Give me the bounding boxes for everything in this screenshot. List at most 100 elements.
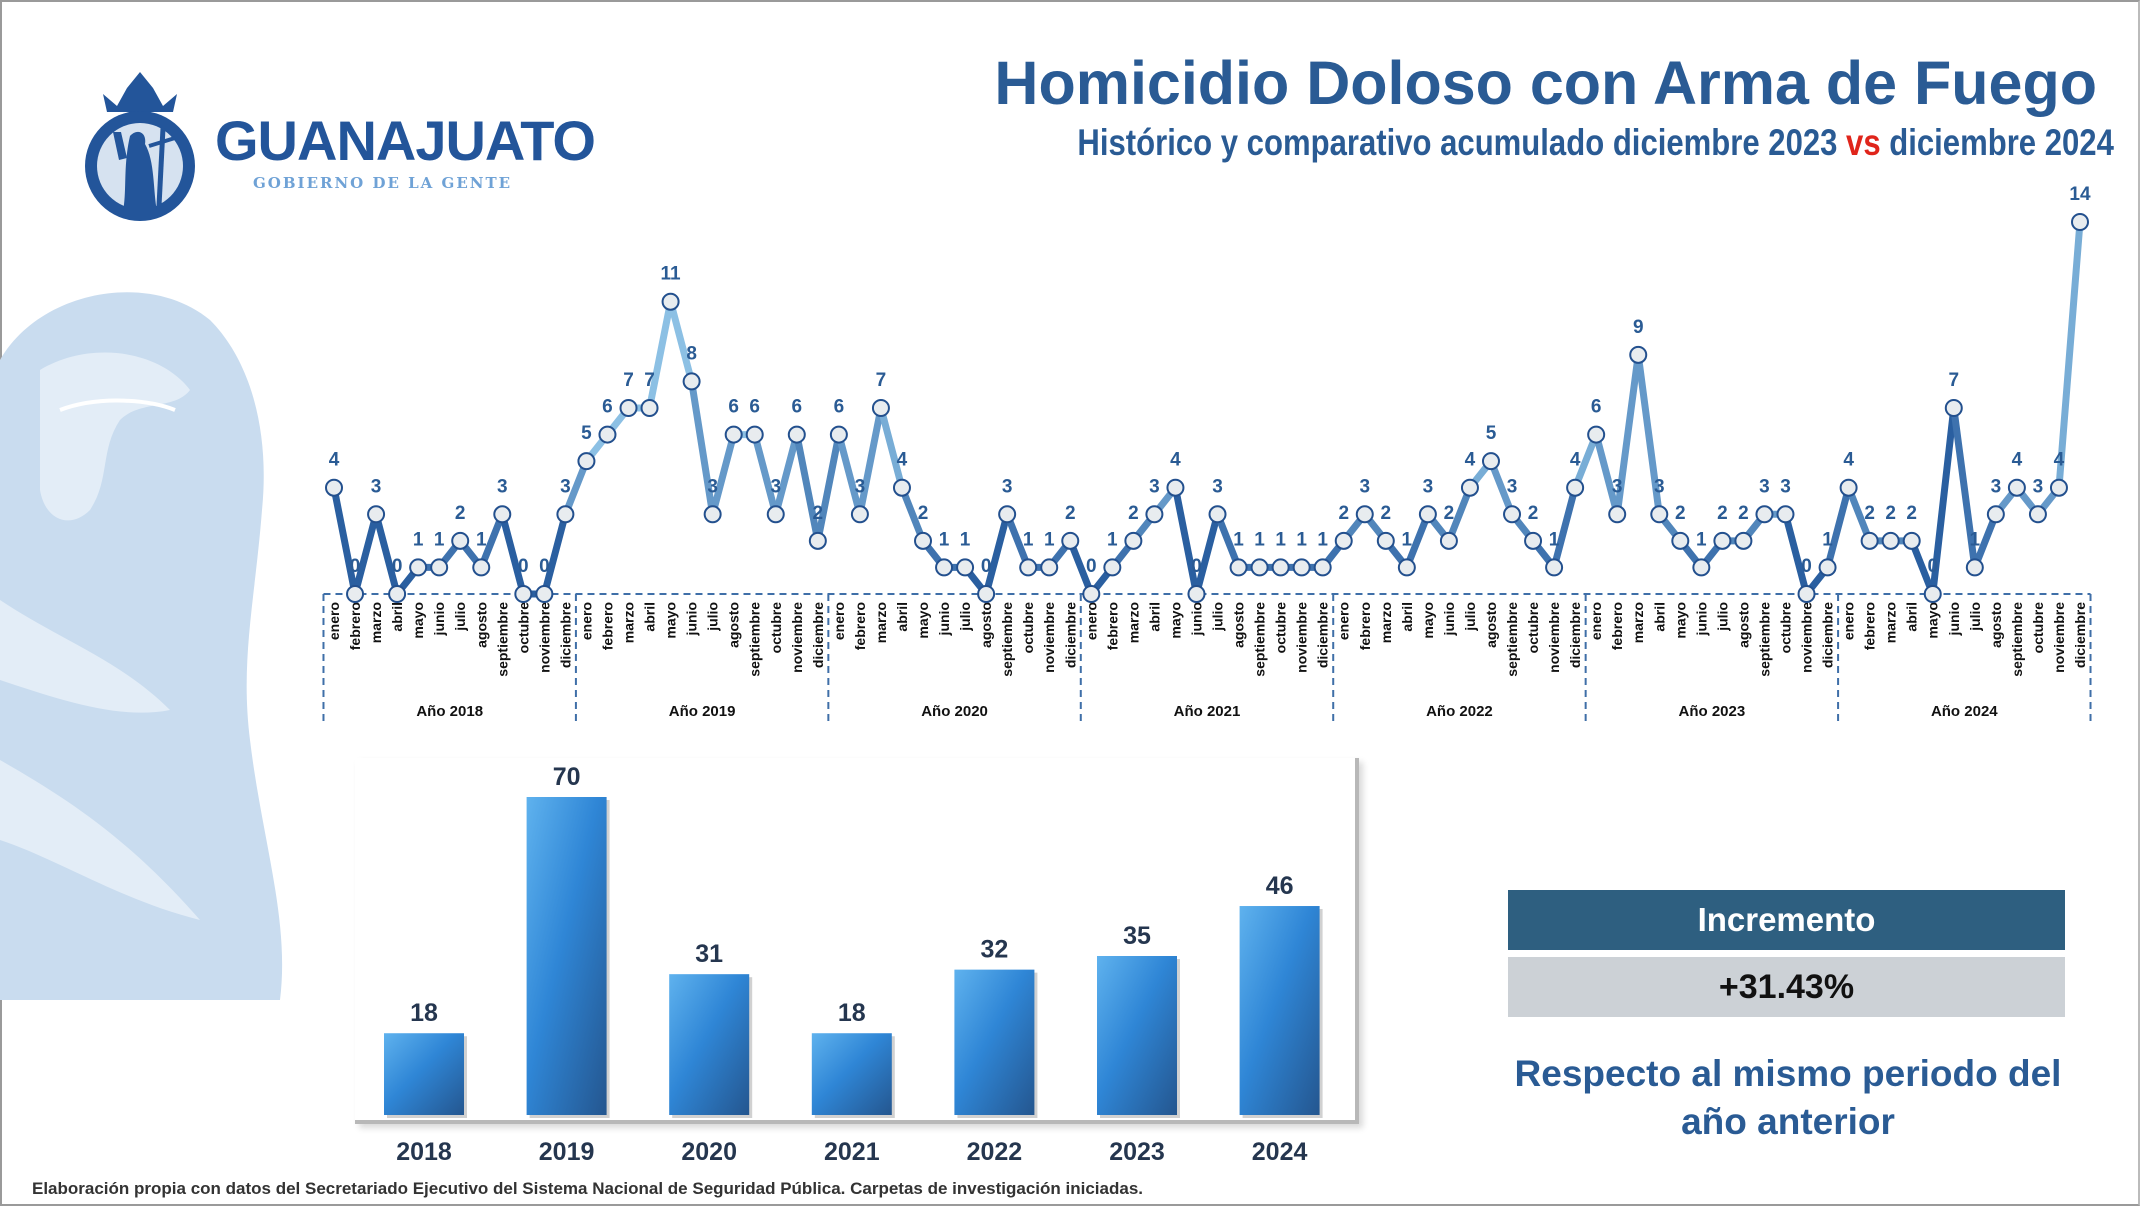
data-point [2028,505,2047,524]
month-label: enero [1336,602,1352,640]
data-label: 3 [1212,476,1223,497]
month-label: diciembre [2072,602,2088,668]
data-label: 7 [876,370,887,391]
month-label: abril [1651,602,1667,632]
month-label: enero [1083,602,1099,640]
data-label: 2 [1738,503,1749,524]
year-label: Año 2021 [1174,703,1241,720]
line-segment [1971,510,2000,571]
month-label: marzo [368,602,384,643]
data-point [1587,425,1606,444]
month-label: marzo [1125,602,1141,643]
data-point [346,585,365,603]
month-label: abril [1146,602,1162,632]
data-point [1187,585,1206,603]
month-label: marzo [621,602,637,643]
month-label: junio [936,602,952,636]
line-segment [898,484,927,545]
month-label: noviembre [536,602,552,673]
month-label: julio [705,602,721,632]
data-point [1545,558,1564,577]
logo-wordmark: GUANAJUATO [215,109,596,172]
data-label: 4 [1170,450,1181,471]
data-label: 2 [1864,503,1875,524]
month-label: noviembre [1294,602,1310,673]
data-label: 0 [350,556,361,577]
data-point [1229,558,1248,577]
data-point [2007,478,2026,497]
month-label: enero [326,602,342,640]
data-point [1692,558,1711,577]
month-label: mayo [410,602,426,639]
data-label: 0 [981,556,992,577]
month-label: noviembre [1799,602,1815,673]
data-point [535,585,554,603]
data-label: 6 [728,397,739,418]
data-label: 8 [686,343,697,364]
month-label: junio [431,602,447,636]
data-label: 1 [960,529,971,550]
line-segment [2055,218,2084,492]
month-label: julio [452,602,468,632]
data-label: 4 [2054,450,2065,471]
data-point [1818,558,1837,577]
data-point [1713,531,1732,550]
line-segment [1550,484,1579,571]
data-point [1923,585,1942,603]
data-point [1566,478,1585,497]
data-point [1524,531,1543,550]
month-label: septiembre [1504,602,1520,677]
line-segment [1950,404,1979,571]
month-label: agosto [1735,602,1751,648]
data-point [514,585,533,603]
data-point [977,585,996,603]
month-label: diciembre [810,602,826,668]
month-label: octubre [2030,602,2046,654]
data-point [619,399,638,417]
data-point [871,399,890,417]
month-label: diciembre [1820,602,1836,668]
line-segment [982,510,1011,598]
line-segment [1403,510,1432,571]
data-point [1397,558,1416,577]
month-label: agosto [978,602,994,648]
data-label: 1 [1402,529,1413,550]
data-point [1418,505,1437,524]
month-label: junio [1946,602,1962,636]
data-point [2071,213,2089,231]
data-point [1292,558,1311,577]
line-segment [1571,431,1600,492]
data-point [935,558,954,577]
month-label: febrero [347,602,363,650]
data-label: 5 [581,423,592,444]
data-point [703,505,722,524]
page-subtitle: Histórico y comparativo acumulado diciem… [1078,122,2114,164]
month-label: mayo [1672,602,1688,639]
data-label: 3 [1612,476,1623,497]
month-label: octubre [1020,602,1036,654]
data-label: 3 [1359,476,1370,497]
data-label: 1 [939,529,950,550]
month-label: septiembre [2009,602,2025,677]
data-point [787,425,806,444]
line-segment [1487,457,1516,518]
month-label: febrero [1609,602,1625,650]
month-label: mayo [1167,602,1183,639]
increment-value: +31.43% [1508,957,2065,1017]
line-segment [1613,351,1642,518]
line-segment [477,510,506,571]
data-point [1082,585,1101,603]
data-label: 5 [1486,423,1497,444]
line-segment [1824,484,1853,571]
data-point [1776,505,1795,524]
month-label: mayo [663,602,679,639]
data-point [1839,478,1858,497]
data-point [1629,345,1648,364]
data-label: 11 [661,264,682,285]
data-point [1124,531,1143,550]
data-label: 3 [1149,476,1160,497]
data-label: 4 [897,450,908,471]
data-point [682,372,701,391]
data-label: 4 [1843,450,1854,471]
data-label: 2 [813,503,824,524]
